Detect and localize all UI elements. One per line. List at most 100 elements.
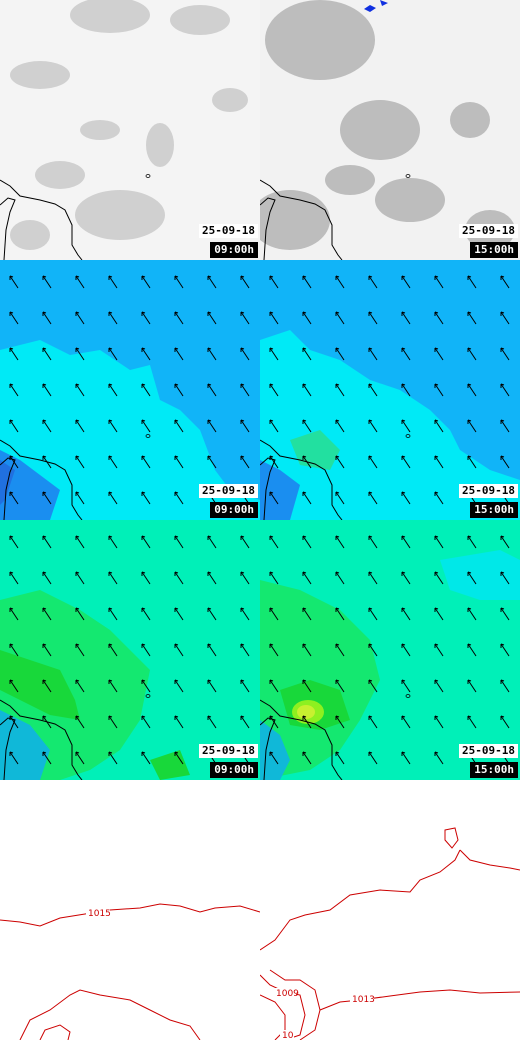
wind-arrow <box>500 311 510 325</box>
wind-arrow-head <box>467 383 472 388</box>
wind-arrow-head <box>9 275 14 280</box>
wind-arrow-head <box>302 347 307 352</box>
wind-arrow <box>240 455 250 469</box>
wind-arrow <box>75 607 85 621</box>
wind-arrow-head <box>174 491 179 496</box>
wind-arrow <box>207 679 217 693</box>
wind-panel-b-0900: 25-09-18 09:00h <box>0 520 260 780</box>
wind-arrow <box>207 535 217 549</box>
wind-arrow <box>108 571 118 585</box>
wind-arrow-head <box>500 571 505 576</box>
wind-arrow <box>500 679 510 693</box>
wind-arrow-head <box>75 347 80 352</box>
wind-arrow <box>9 311 19 325</box>
wind-arrow-head <box>368 607 373 612</box>
wind-arrow-head <box>302 607 307 612</box>
wind-arrow <box>302 383 312 397</box>
wind-arrow-head <box>9 643 14 648</box>
wind-arrow <box>500 347 510 361</box>
wind-arrow-head <box>302 535 307 540</box>
wind-arrow <box>108 419 118 433</box>
wind-arrow-head <box>302 715 307 720</box>
wind-arrow <box>335 419 345 433</box>
wind-arrow-head <box>500 419 505 424</box>
wind-arrow <box>9 347 19 361</box>
wind-arrow <box>207 275 217 289</box>
wind-arrow <box>434 347 444 361</box>
wind-arrow-head <box>75 535 80 540</box>
wind-arrow <box>207 607 217 621</box>
wind-arrow <box>9 643 19 657</box>
wind-arrow-head <box>108 571 113 576</box>
wind-arrow <box>269 679 279 693</box>
wind-arrow <box>240 275 250 289</box>
wind-arrow-head <box>401 491 406 496</box>
time-stamp: 15:00h <box>470 762 518 778</box>
wind-arrow-head <box>174 535 179 540</box>
wind-arrow <box>269 607 279 621</box>
wind-arrow <box>9 571 19 585</box>
wind-arrow-head <box>141 535 146 540</box>
wind-arrow-head <box>207 383 212 388</box>
wind-arrow <box>108 455 118 469</box>
wind-arrow <box>42 643 52 657</box>
wind-arrow <box>42 751 52 765</box>
date-stamp: 25-09-18 <box>459 224 518 238</box>
wind-arrow-head <box>42 275 47 280</box>
wind-arrow <box>75 679 85 693</box>
wind-arrow-head <box>434 715 439 720</box>
wind-arrow <box>500 607 510 621</box>
wind-arrow <box>42 571 52 585</box>
wind-arrow <box>108 643 118 657</box>
wind-arrow-head <box>174 347 179 352</box>
wind-arrow-head <box>207 643 212 648</box>
wind-arrow <box>368 491 378 505</box>
wind-map <box>260 260 520 520</box>
wind-arrow <box>75 383 85 397</box>
wind-arrow-head <box>9 419 14 424</box>
wind-arrow-head <box>467 535 472 540</box>
wind-arrow-head <box>240 679 245 684</box>
wind-arrow <box>401 571 411 585</box>
wind-arrow <box>401 311 411 325</box>
wind-arrow-head <box>174 679 179 684</box>
wind-arrow <box>368 347 378 361</box>
wind-arrow <box>401 275 411 289</box>
wind-arrow <box>467 275 477 289</box>
wind-arrow-head <box>9 311 14 316</box>
wind-arrow-head <box>141 275 146 280</box>
wind-arrow-head <box>174 571 179 576</box>
wind-arrow <box>269 535 279 549</box>
wind-arrow-head <box>467 679 472 684</box>
wind-arrow <box>9 751 19 765</box>
wind-arrow <box>42 607 52 621</box>
wind-arrow <box>401 715 411 729</box>
wind-arrow-head <box>269 383 274 388</box>
wind-arrow <box>434 643 444 657</box>
wind-arrow <box>500 535 510 549</box>
wind-arrow-head <box>207 535 212 540</box>
wind-arrow <box>368 535 378 549</box>
wind-arrow-head <box>368 679 373 684</box>
wind-arrows <box>9 275 250 505</box>
wind-arrow-head <box>141 607 146 612</box>
date-stamp: 25-09-18 <box>199 484 258 498</box>
wind-arrow-head <box>368 751 373 756</box>
wind-arrow <box>108 491 118 505</box>
wind-arrow <box>500 383 510 397</box>
wind-arrow <box>174 679 184 693</box>
wind-arrow <box>335 491 345 505</box>
wind-arrow <box>401 419 411 433</box>
wind-arrow <box>302 491 312 505</box>
wind-arrow <box>141 715 151 729</box>
wind-arrow-head <box>174 751 179 756</box>
wind-arrow-head <box>75 571 80 576</box>
wind-arrow-head <box>75 419 80 424</box>
wind-arrow-head <box>174 643 179 648</box>
wind-arrow-head <box>434 491 439 496</box>
cloud-map <box>260 0 520 260</box>
wind-arrow <box>368 715 378 729</box>
wind-arrow-head <box>240 571 245 576</box>
wind-arrow <box>368 679 378 693</box>
wind-arrow-head <box>269 643 274 648</box>
